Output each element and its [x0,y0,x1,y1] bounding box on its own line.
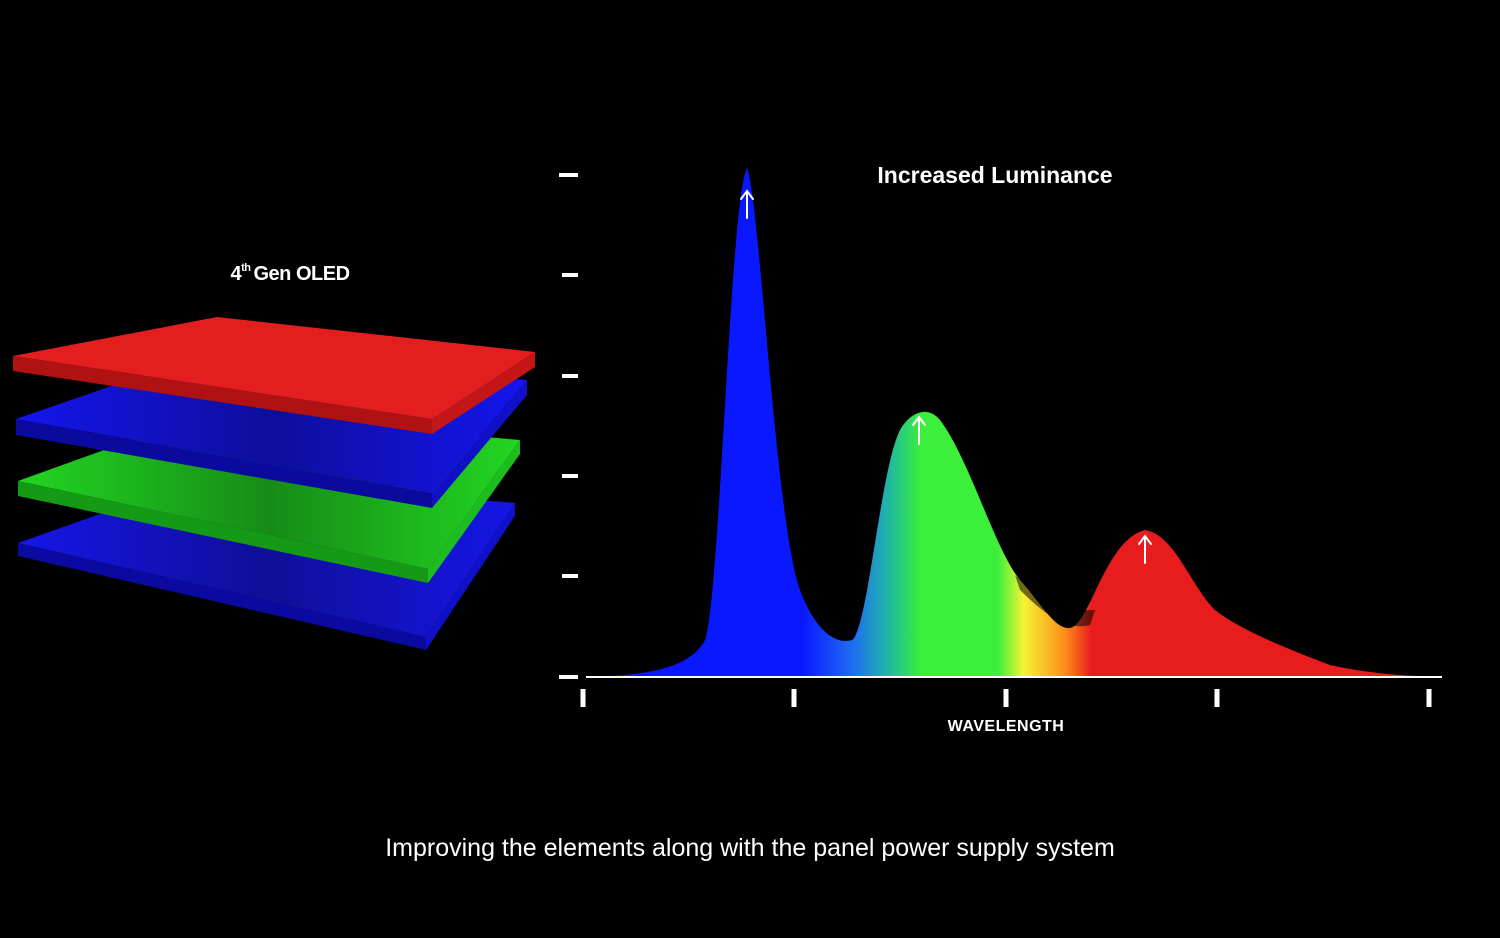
oled-title-number: 4 [230,263,242,285]
oled-generation-title: 4th Gen OLED [190,262,390,286]
x-axis-label: WAVELENGTH [947,718,1065,735]
blue-peak-up-arrow-icon [740,189,754,219]
spectrum-curve [590,168,1440,677]
oled-title-superscript: th [241,262,251,274]
y-axis-ticks [559,173,578,679]
oled-title-suffix: Gen OLED [253,263,351,285]
layer-red-top [13,317,535,434]
red-peak-up-arrow-icon [1138,534,1152,564]
spectrum-chart [559,168,1442,707]
caption-text: Improving the elements along with the pa… [385,834,1115,862]
x-axis-ticks [580,689,1432,707]
oled-layer-stack [13,317,535,650]
spectrum-overlap-shade [1015,575,1095,627]
graph-title: Increased Luminance [877,162,1113,188]
green-peak-up-arrow-icon [912,415,926,445]
